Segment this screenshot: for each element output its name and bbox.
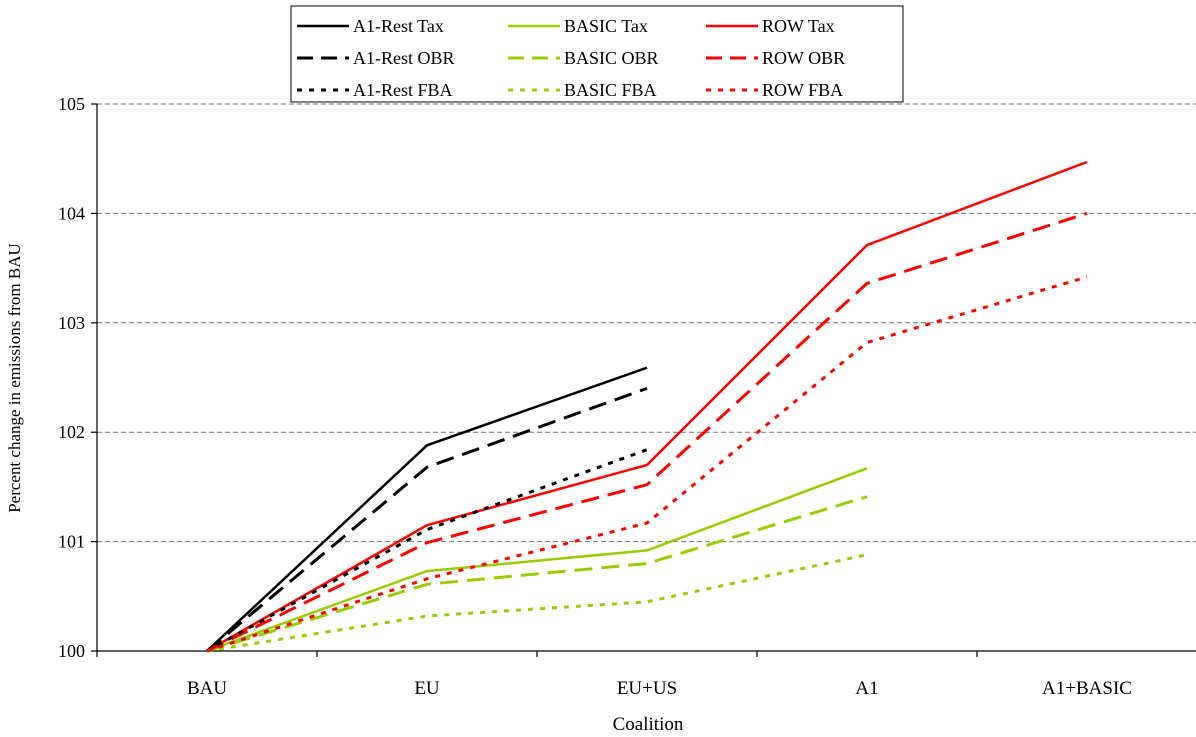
y-tick-label: 105	[58, 94, 85, 114]
tick-labels: 100 101 102 103 104 105 BAU EU EU+US A1 A1+BASIC	[58, 94, 1132, 699]
y-tick-label: 102	[58, 422, 85, 442]
legend-label: BASIC FBA	[564, 80, 657, 100]
legend-label: ROW FBA	[762, 80, 843, 100]
legend-label: ROW Tax	[762, 16, 835, 36]
y-tick-label: 100	[58, 641, 85, 661]
y-tick-label: 104	[58, 203, 85, 223]
series-line	[206, 386, 648, 653]
legend-box	[290, 5, 904, 103]
gridlines	[97, 103, 1196, 543]
legend-label: BASIC OBR	[564, 48, 659, 68]
x-tick-label: BAU	[187, 678, 227, 699]
y-tick-label: 103	[58, 313, 85, 333]
axes	[91, 103, 1196, 657]
x-axis-label: Coalition	[613, 714, 684, 735]
y-tick-label: 101	[58, 532, 85, 552]
legend-label: ROW OBR	[762, 48, 845, 68]
series-line	[206, 160, 1088, 653]
legend-label: A1-Rest FBA	[353, 80, 453, 100]
series-line	[206, 275, 1088, 653]
series-line	[206, 366, 648, 652]
y-axis-label: Percent change in emissions from BAU	[5, 243, 24, 513]
legend-label: A1-Rest Tax	[353, 16, 444, 36]
series-line	[206, 467, 868, 653]
series-line	[206, 211, 1088, 653]
x-tick-label: EU+US	[617, 678, 677, 699]
x-tick-label: EU	[414, 678, 440, 699]
series-line	[206, 448, 648, 653]
series-line	[206, 553, 868, 653]
legend-label: A1-Rest OBR	[353, 48, 455, 68]
x-tick-label: A1	[855, 678, 878, 699]
legend: A1-Rest Tax BASIC Tax ROW Tax A1-Rest OBR BA…	[290, 5, 904, 103]
series-lines	[206, 160, 1088, 653]
legend-label: BASIC Tax	[564, 16, 648, 36]
x-tick-label: A1+BASIC	[1042, 678, 1132, 699]
series-line	[206, 495, 868, 653]
